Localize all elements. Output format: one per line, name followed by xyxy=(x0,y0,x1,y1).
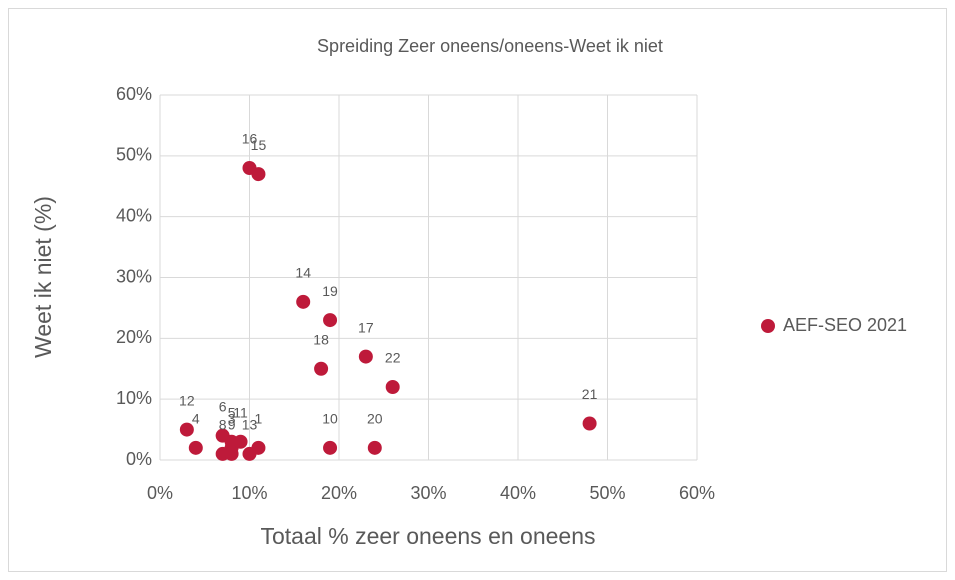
point xyxy=(314,361,329,376)
x-tick-label: 10% xyxy=(231,483,267,503)
point-label: 17 xyxy=(358,319,374,335)
point-label: 16 xyxy=(242,131,258,147)
y-axis-title: Weet ik niet (%) xyxy=(30,196,56,358)
x-tick-label: 40% xyxy=(500,483,536,503)
point xyxy=(179,422,194,437)
point-label: 5 xyxy=(228,404,236,420)
point-label: 20 xyxy=(367,411,383,427)
point-label: 4 xyxy=(192,411,200,427)
y-tick-label: 30% xyxy=(116,266,152,286)
point-label: 6 xyxy=(219,398,227,414)
point-label: 21 xyxy=(582,386,598,402)
point xyxy=(367,440,382,455)
x-tick-label: 60% xyxy=(679,483,715,503)
x-tick-label: 50% xyxy=(589,483,625,503)
point-label: 11 xyxy=(233,404,248,420)
point-label: 10 xyxy=(322,411,338,427)
x-tick-label: 0% xyxy=(147,483,173,503)
point xyxy=(385,380,400,394)
y-tick-label: 20% xyxy=(116,327,152,347)
point-label: 3 xyxy=(228,411,236,427)
point-label: 22 xyxy=(385,350,401,366)
point-label: 1 xyxy=(255,411,263,427)
legend-marker xyxy=(761,319,775,333)
point xyxy=(323,313,338,328)
point-label: 14 xyxy=(295,265,311,281)
point-label: 8 xyxy=(219,417,227,433)
point xyxy=(242,446,257,461)
point xyxy=(358,349,373,364)
point xyxy=(296,294,311,309)
x-tick-label: 30% xyxy=(410,483,446,503)
x-axis-title: Totaal % zeer oneens en oneens xyxy=(260,523,595,549)
legend-label: AEF-SEO 2021 xyxy=(783,315,907,335)
point xyxy=(224,446,239,461)
y-tick-label: 40% xyxy=(116,205,152,225)
y-tick-label: 0% xyxy=(126,449,152,469)
point-label: 13 xyxy=(242,417,258,433)
point-label: 12 xyxy=(179,392,195,408)
point xyxy=(323,440,338,455)
x-tick-label: 20% xyxy=(321,483,357,503)
y-tick-label: 60% xyxy=(116,84,152,104)
chart-title: Spreiding Zeer oneens/oneens-Weet ik nie… xyxy=(317,36,663,56)
point xyxy=(233,434,248,449)
point-label: 9 xyxy=(228,417,236,433)
point xyxy=(582,416,597,431)
point xyxy=(215,428,230,443)
point-label: 15 xyxy=(251,137,267,153)
y-tick-label: 50% xyxy=(116,145,152,165)
point-label: 19 xyxy=(322,283,338,299)
y-tick-label: 10% xyxy=(116,388,152,408)
point-label: 18 xyxy=(313,331,329,347)
chart-border xyxy=(8,8,947,572)
point xyxy=(188,440,203,455)
point xyxy=(242,161,257,175)
